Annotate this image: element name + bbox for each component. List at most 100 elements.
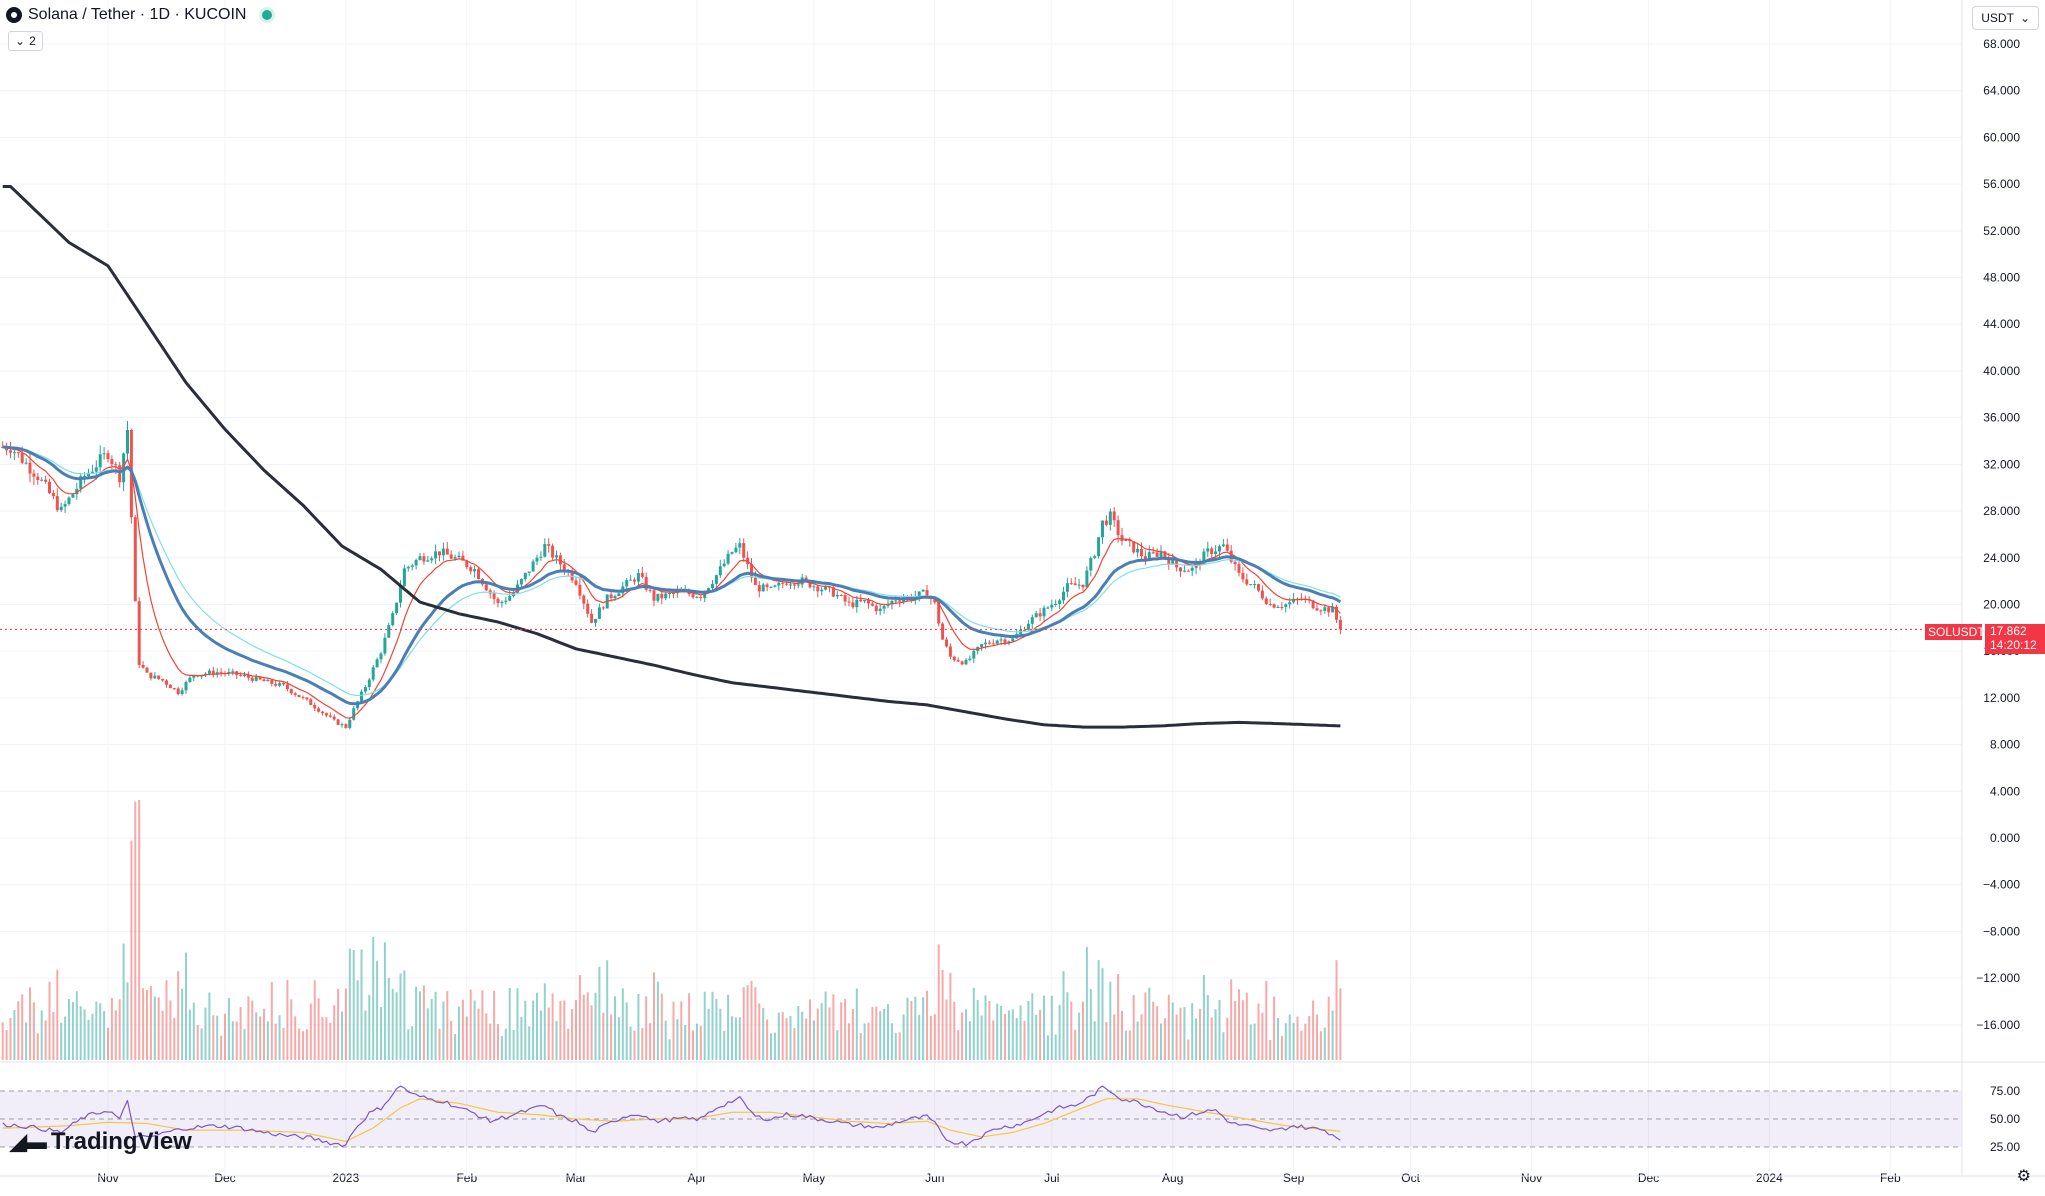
candle-body (1124, 539, 1128, 542)
candle-body (586, 603, 590, 614)
currency-select[interactable]: USDT ⌄ (1972, 6, 2039, 30)
volume-bar (426, 1008, 429, 1060)
candle-body (305, 697, 309, 700)
volume-bar (1323, 1027, 1326, 1060)
candle-body (106, 453, 110, 460)
candle-body (1268, 604, 1272, 606)
candle-body (28, 462, 32, 474)
volume-bar (625, 1002, 628, 1060)
volume-bar (660, 993, 663, 1060)
candle-body (36, 476, 40, 480)
rsi-tick-label: 25.00 (1990, 1140, 2020, 1154)
volume-bar (446, 991, 449, 1060)
volume-bar (1046, 1035, 1049, 1060)
candle-body (153, 675, 157, 679)
time-tick-label: 2023 (333, 1171, 360, 1185)
volume-bar (1277, 1017, 1279, 1060)
volume-bar (1292, 1023, 1295, 1060)
candle-body (1319, 610, 1323, 612)
volume-bar (699, 1025, 702, 1060)
candle-body (1167, 557, 1171, 565)
volume-bar (684, 1024, 687, 1060)
candle-body (176, 688, 180, 695)
volume-bar (294, 1016, 297, 1060)
candle-body (110, 459, 114, 465)
volume-bar (1097, 960, 1100, 1060)
volume-bar (1085, 946, 1088, 1060)
candle-body (952, 656, 956, 661)
candle-body (902, 598, 906, 602)
indicators-collapse-button[interactable]: ⌄ 2 (8, 31, 43, 51)
volume-bar (543, 983, 546, 1060)
volume-bar (590, 1005, 593, 1060)
volume-bar (1078, 1012, 1081, 1060)
volume-bar (91, 1013, 94, 1060)
volume-bar (29, 987, 31, 1060)
candle-body (141, 664, 145, 668)
volume-bar (1093, 1021, 1096, 1060)
volume-bar (1183, 1007, 1186, 1060)
volume-bar (512, 1029, 515, 1060)
volume-bar (1031, 993, 1034, 1060)
volume-bar (356, 980, 359, 1060)
volume-bar (376, 961, 379, 1060)
candle-body (508, 596, 512, 601)
volume-bar (758, 1003, 761, 1060)
candle-body (219, 672, 223, 674)
volume-bar (968, 1021, 971, 1060)
volume-bar (637, 993, 640, 1060)
last-price-value: 17.862 (1990, 624, 2027, 638)
volume-bar (536, 992, 538, 1060)
volume-bar (1144, 992, 1147, 1060)
volume-bar (1222, 1032, 1225, 1060)
volume-bar (1280, 1036, 1283, 1060)
volume-bar (746, 985, 749, 1060)
candle-body (383, 637, 387, 654)
volume-bar (766, 1019, 769, 1060)
volume-bar (263, 1008, 265, 1060)
volume-bar (855, 988, 858, 1060)
candle-body (500, 601, 504, 604)
volume-bar (941, 969, 944, 1060)
volume-bar (419, 991, 421, 1060)
volume-bar (992, 1020, 995, 1060)
candle-body (301, 697, 305, 699)
candle-body (418, 556, 422, 561)
volume-bar (286, 979, 289, 1060)
volume-bar (87, 1019, 90, 1060)
volume-bar (532, 1000, 535, 1060)
candle-body (1085, 570, 1089, 588)
tradingview-logo[interactable]: ◢▬ TradingView (10, 1128, 192, 1156)
volume-bar (1319, 1031, 1322, 1060)
volume-bar (649, 1023, 652, 1060)
volume-bar (1167, 994, 1170, 1060)
candle-body (453, 557, 457, 559)
volume-bar (274, 1023, 277, 1060)
candle-body (1023, 629, 1026, 631)
candle-body (98, 454, 102, 468)
volume-bar (32, 1002, 35, 1060)
candle-body (262, 679, 266, 682)
volume-bar (1019, 1005, 1022, 1060)
volume-bar (5, 1030, 8, 1060)
candle-body (1206, 548, 1210, 552)
price-tick-label: −16.000 (1976, 1018, 2020, 1032)
volume-bar (809, 999, 811, 1060)
volume-bar (988, 1000, 991, 1060)
candle-body (707, 588, 711, 592)
price-tick-label: −12.000 (1976, 971, 2020, 985)
volume-bar (629, 1026, 632, 1060)
volume-bar (192, 1002, 195, 1060)
candle-body (145, 667, 149, 673)
volume-bar (157, 997, 160, 1060)
last-price-symbol-tag: SOLUSDT (1925, 624, 1985, 640)
candles (1, 421, 1342, 730)
settings-gear-icon[interactable]: ⚙ (2016, 1168, 2031, 1185)
candle-body (1077, 584, 1081, 586)
symbol-title[interactable]: Solana / Tether · 1D · KUCOIN (28, 6, 247, 23)
volume-bar (1, 1022, 4, 1060)
volume-bar (329, 1022, 332, 1060)
price-tick-label: 0.000 (1990, 831, 2020, 845)
candle-body (1108, 511, 1112, 525)
